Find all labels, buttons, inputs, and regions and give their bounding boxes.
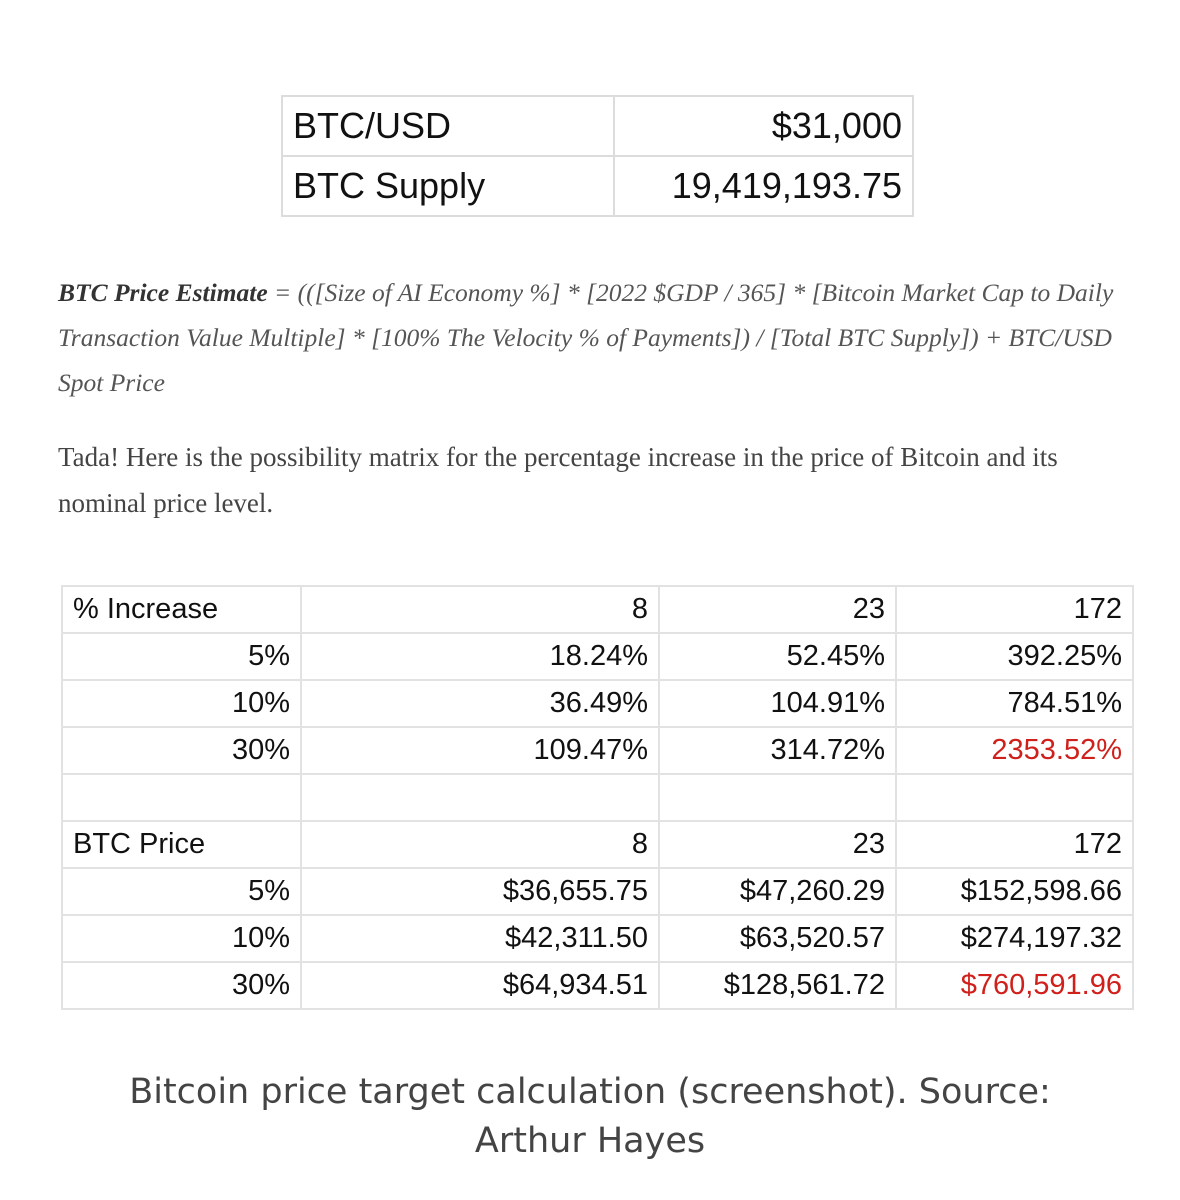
table-cell: 36.49%: [300, 679, 660, 728]
column-header-172: 172: [895, 585, 1134, 634]
table-row: 5% $36,655.75 $47,260.29 $152,598.66: [61, 867, 1134, 916]
column-header-23: 23: [658, 820, 897, 869]
btc-supply-value: 19,419,193.75: [613, 155, 914, 217]
row-label: 10%: [61, 679, 302, 728]
formula-text: = (([Size of AI Economy %] * [2022 $GDP …: [58, 278, 1114, 397]
table-cell: $63,520.57: [658, 914, 897, 963]
table-cell: $36,655.75: [300, 867, 660, 916]
row-label: 5%: [61, 867, 302, 916]
increase-header-label: % Increase: [61, 585, 302, 634]
table-cell: 314.72%: [658, 726, 897, 775]
image-caption: Bitcoin price target calculation (screen…: [0, 1068, 1180, 1166]
table-row: 5% 18.24% 52.45% 392.25%: [61, 632, 1134, 681]
summary-table: BTC/USD $31,000 BTC Supply 19,419,193.75: [281, 95, 914, 217]
table-cell: $42,311.50: [300, 914, 660, 963]
caption-line-1: Bitcoin price target calculation (screen…: [129, 1072, 1051, 1112]
possibility-matrix: % Increase 8 23 172 5% 18.24% 52.45% 392…: [61, 585, 1134, 1010]
row-label: 10%: [61, 914, 302, 963]
increase-header-row: % Increase 8 23 172: [61, 585, 1134, 634]
btc-supply-label: BTC Supply: [281, 155, 615, 217]
btc-usd-value: $31,000: [613, 95, 914, 157]
column-header-8: 8: [300, 820, 660, 869]
formula-label: BTC Price Estimate: [58, 278, 268, 307]
table-cell: $274,197.32: [895, 914, 1134, 963]
empty-cell: [895, 773, 1134, 822]
highlighted-cell: $760,591.96: [895, 961, 1134, 1010]
table-cell: 104.91%: [658, 679, 897, 728]
intro-paragraph: Tada! Here is the possibility matrix for…: [58, 442, 1058, 518]
table-cell: 784.51%: [895, 679, 1134, 728]
spacer-row: [61, 773, 1134, 822]
table-row: BTC Supply 19,419,193.75: [281, 155, 914, 217]
price-header-label: BTC Price: [61, 820, 302, 869]
row-label: 30%: [61, 726, 302, 775]
table-row: BTC/USD $31,000: [281, 95, 914, 157]
row-label: 5%: [61, 632, 302, 681]
table-cell: 392.25%: [895, 632, 1134, 681]
table-row: 30% 109.47% 314.72% 2353.52%: [61, 726, 1134, 775]
empty-cell: [300, 773, 660, 822]
table-row: 30% $64,934.51 $128,561.72 $760,591.96: [61, 961, 1134, 1010]
column-header-172: 172: [895, 820, 1134, 869]
table-cell: 109.47%: [300, 726, 660, 775]
table-cell: $64,934.51: [300, 961, 660, 1010]
empty-cell: [658, 773, 897, 822]
row-label: 30%: [61, 961, 302, 1010]
table-cell: $152,598.66: [895, 867, 1134, 916]
highlighted-cell: 2353.52%: [895, 726, 1134, 775]
column-header-8: 8: [300, 585, 660, 634]
table-row: 10% 36.49% 104.91% 784.51%: [61, 679, 1134, 728]
table-cell: $128,561.72: [658, 961, 897, 1010]
table-cell: 52.45%: [658, 632, 897, 681]
table-row: 10% $42,311.50 $63,520.57 $274,197.32: [61, 914, 1134, 963]
caption-line-2: Arthur Hayes: [474, 1121, 706, 1161]
price-formula: BTC Price Estimate = (([Size of AI Econo…: [58, 270, 1138, 405]
table-cell: 18.24%: [300, 632, 660, 681]
table-cell: $47,260.29: [658, 867, 897, 916]
price-header-row: BTC Price 8 23 172: [61, 820, 1134, 869]
btc-usd-label: BTC/USD: [281, 95, 615, 157]
column-header-23: 23: [658, 585, 897, 634]
empty-cell: [61, 773, 302, 822]
